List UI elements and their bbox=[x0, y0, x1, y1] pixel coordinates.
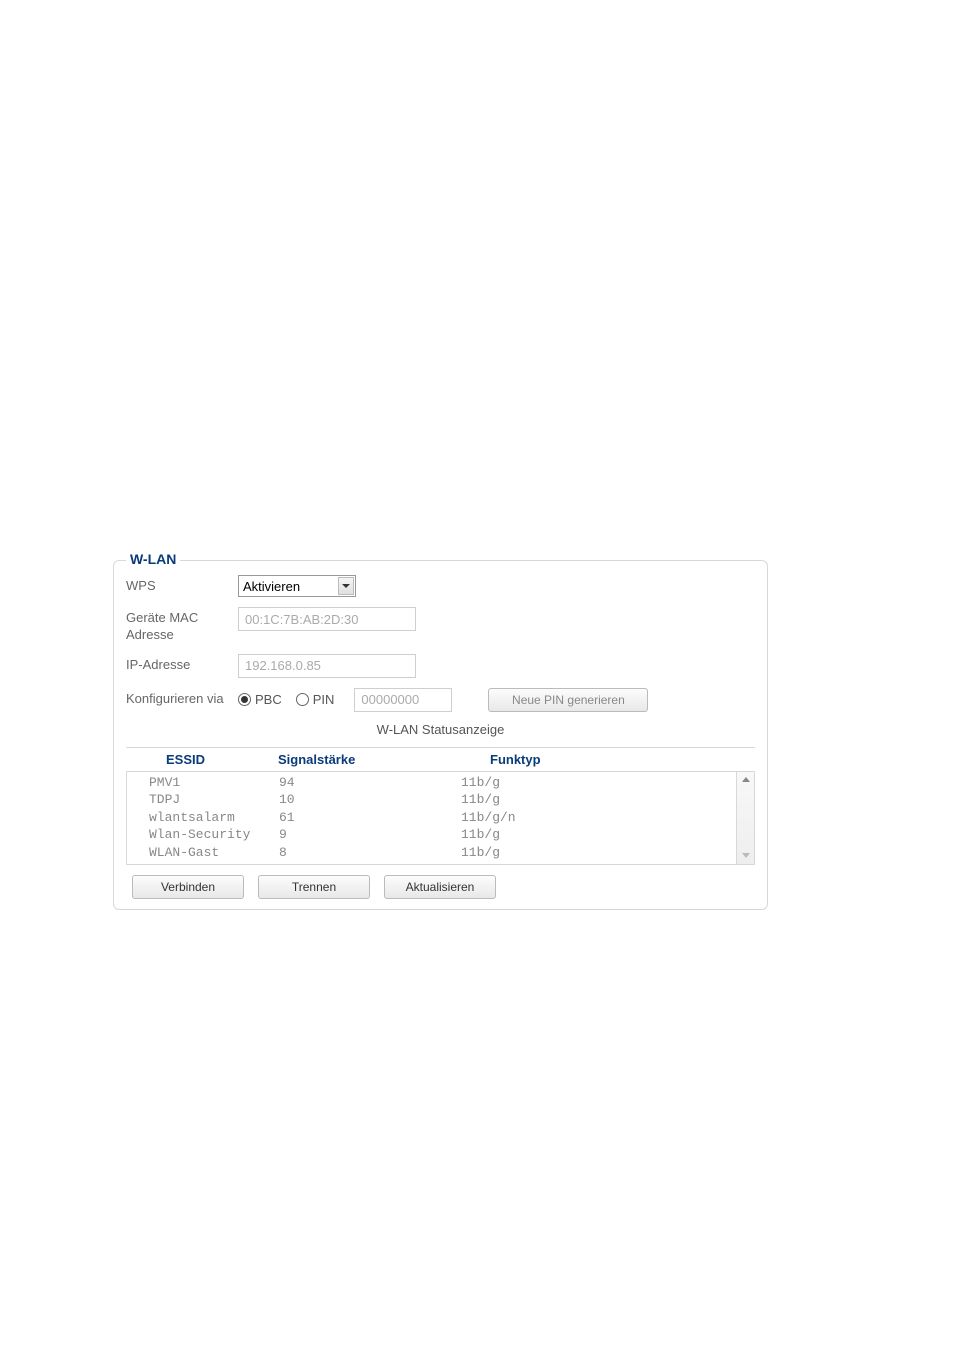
radio-pbc[interactable]: PBC bbox=[238, 692, 282, 707]
mac-label: Geräte MAC Adresse bbox=[126, 607, 238, 644]
radio-pbc-icon bbox=[238, 693, 251, 706]
pin-input[interactable] bbox=[354, 688, 452, 712]
cell-signal: 61 bbox=[279, 809, 461, 827]
cell-type: 11b/g bbox=[461, 826, 754, 844]
wlan-panel: W-LAN WPS Aktivieren Geräte MAC Adresse … bbox=[113, 560, 768, 910]
cell-type: 11b/g bbox=[461, 844, 754, 862]
radio-pin[interactable]: PIN bbox=[296, 692, 335, 707]
table-body: PMV19411b/gTDPJ1011b/gwlantsalarm6111b/g… bbox=[126, 772, 755, 865]
scroll-down-button[interactable] bbox=[737, 848, 754, 864]
arrow-up-icon bbox=[742, 777, 750, 782]
radio-pin-icon bbox=[296, 693, 309, 706]
radio-pin-label: PIN bbox=[313, 692, 335, 707]
dropdown-arrow-icon bbox=[338, 577, 354, 595]
ip-input[interactable] bbox=[238, 654, 416, 678]
table-row[interactable]: WLAN-Gast811b/g bbox=[127, 844, 754, 862]
table-row[interactable]: PMV19411b/g bbox=[127, 774, 754, 792]
cell-essid: Wlan-Security bbox=[127, 826, 279, 844]
cell-type: 11b/g bbox=[461, 774, 754, 792]
panel-title: W-LAN bbox=[126, 551, 180, 567]
cell-signal: 9 bbox=[279, 826, 461, 844]
col-type: Funktyp bbox=[460, 752, 755, 767]
connect-button[interactable]: Verbinden bbox=[132, 875, 244, 899]
cell-signal: 94 bbox=[279, 774, 461, 792]
scroll-up-button[interactable] bbox=[737, 772, 754, 788]
col-essid: ESSID bbox=[126, 752, 278, 767]
mac-input[interactable] bbox=[238, 607, 416, 631]
table-header: ESSID Signalstärke Funktyp bbox=[126, 747, 755, 772]
cell-type: 11b/g/n bbox=[461, 809, 754, 827]
status-title: W-LAN Statusanzeige bbox=[126, 722, 755, 737]
table-row[interactable]: wlantsalarm6111b/g/n bbox=[127, 809, 754, 827]
disconnect-button[interactable]: Trennen bbox=[258, 875, 370, 899]
wps-label: WPS bbox=[126, 575, 238, 595]
cell-essid: wlantsalarm bbox=[127, 809, 279, 827]
cell-essid: PMV1 bbox=[127, 774, 279, 792]
wps-select[interactable]: Aktivieren bbox=[238, 575, 356, 597]
cell-type: 11b/g bbox=[461, 791, 754, 809]
cell-essid: WLAN-Gast bbox=[127, 844, 279, 862]
table-row[interactable]: TDPJ1011b/g bbox=[127, 791, 754, 809]
generate-pin-button[interactable]: Neue PIN generieren bbox=[488, 688, 648, 712]
scrollbar[interactable] bbox=[736, 772, 754, 864]
table-row[interactable]: Wlan-Security911b/g bbox=[127, 826, 754, 844]
cell-signal: 10 bbox=[279, 791, 461, 809]
arrow-down-icon bbox=[742, 853, 750, 858]
cell-signal: 8 bbox=[279, 844, 461, 862]
ip-label: IP-Adresse bbox=[126, 654, 238, 674]
col-signal: Signalstärke bbox=[278, 752, 460, 767]
cell-essid: TDPJ bbox=[127, 791, 279, 809]
config-label: Konfigurieren via bbox=[126, 688, 238, 708]
refresh-button[interactable]: Aktualisieren bbox=[384, 875, 496, 899]
wps-selected-value: Aktivieren bbox=[243, 579, 300, 594]
radio-pbc-label: PBC bbox=[255, 692, 282, 707]
